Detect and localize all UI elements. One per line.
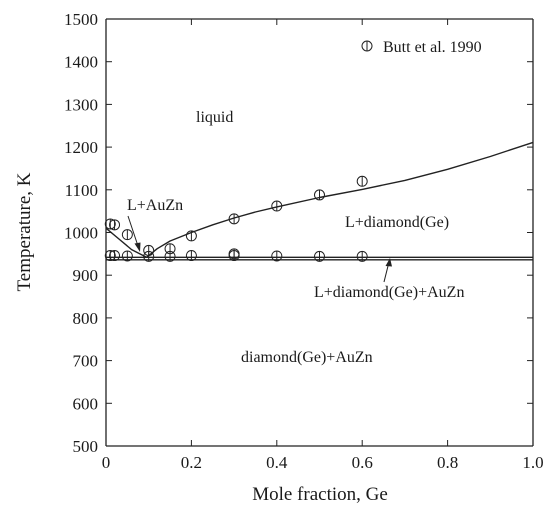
- x-tick-label: 0.6: [352, 453, 373, 472]
- plot-frame: [105, 18, 534, 447]
- x-tick-label: 1.0: [522, 453, 543, 472]
- data-point: [228, 250, 240, 262]
- phase-line-liquidus-auzn: [105, 227, 147, 258]
- x-tick-label: 0.2: [181, 453, 202, 472]
- arrow-eutectic-head: [385, 258, 392, 267]
- data-point: [271, 200, 283, 212]
- legend: Butt et al. 1990: [361, 39, 482, 56]
- y-tick-label: 1000: [64, 224, 98, 243]
- y-tick-label: 1500: [64, 10, 98, 29]
- phase-line-liquidus-ge: [146, 141, 534, 258]
- data-point: [109, 250, 121, 262]
- y-tick-label: 700: [73, 352, 99, 371]
- y-tick-label: 800: [73, 309, 99, 328]
- data-point: [228, 213, 240, 225]
- data-point: [109, 219, 121, 231]
- data-point: [314, 189, 325, 201]
- y-tick-label: 1300: [64, 95, 98, 114]
- data-point: [356, 250, 368, 262]
- data-point: [271, 250, 283, 262]
- data-point: [185, 250, 197, 262]
- y-tick-label: 1200: [64, 138, 98, 157]
- x-axis-title: Mole fraction, Ge: [252, 484, 388, 505]
- y-axis-title: Temperature, K: [14, 172, 35, 291]
- region-labels: liquid L+AuZn L+diamond(Ge) L+diamond(Ge…: [127, 109, 464, 366]
- x-tick-label: 0: [102, 453, 111, 472]
- y-tick-label: 1100: [65, 181, 98, 200]
- annotation-arrows: [127, 215, 392, 283]
- arrow-l-auzn-shaft: [127, 215, 139, 247]
- data-point: [143, 250, 155, 262]
- region-label-l-auzn: L+AuZn: [127, 197, 183, 214]
- ticks: 0 0.2 0.4 0.6 0.8 1.0 500 600 700 800 900 1000 1100 1…: [64, 10, 544, 472]
- data-point: [185, 230, 197, 242]
- data-point: [356, 175, 368, 187]
- x-tick-label: 0.8: [437, 453, 458, 472]
- data-point: [121, 250, 133, 262]
- arrow-l-auzn-head: [134, 242, 141, 252]
- region-label-l-diamond-auzn: L+diamond(Ge)+AuZn: [314, 284, 464, 301]
- region-label-diamond-auzn: diamond(Ge)+AuZn: [241, 349, 373, 366]
- region-label-l-diamond: L+diamond(Ge): [345, 214, 449, 231]
- data-point: [164, 250, 176, 262]
- y-tick-label: 600: [73, 394, 99, 413]
- y-tick-label: 500: [73, 437, 99, 456]
- y-tick-label: 1400: [64, 53, 98, 72]
- data-point: [121, 229, 133, 241]
- data-point: [314, 250, 325, 262]
- y-tick-label: 900: [73, 266, 99, 285]
- data-point: [104, 250, 116, 262]
- region-label-liquid: liquid: [196, 109, 233, 126]
- legend-label: Butt et al. 1990: [383, 39, 482, 56]
- data-points: [104, 175, 368, 262]
- x-tick-label: 0.4: [266, 453, 288, 472]
